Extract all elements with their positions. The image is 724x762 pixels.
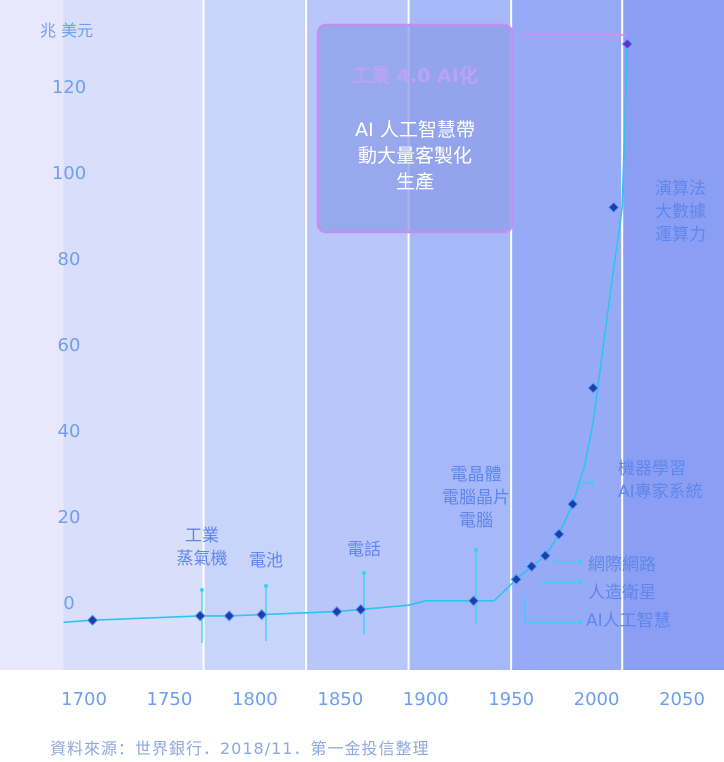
era-band	[0, 0, 64, 670]
leader-dot	[578, 620, 582, 624]
x-axis-ticks: 1700 1750 1800 1850 1900 1950 2000 2050	[61, 689, 705, 710]
leader-dot	[578, 580, 582, 584]
x-tick-label: 2000	[574, 689, 620, 710]
data-marker	[525, 560, 538, 573]
annotation-label: 網際網路	[588, 555, 656, 575]
x-tick-label: 1700	[61, 689, 107, 710]
gdp-series	[63, 43, 629, 624]
annotation-leader	[524, 597, 580, 623]
source-note: 資料來源：世界銀行．2018/11．第一金投信整理	[50, 739, 429, 758]
era-band	[203, 0, 307, 670]
y-tick-label: 60	[58, 335, 81, 356]
annotation-label: 電腦晶片	[442, 488, 510, 508]
annotation-label: AI專家系統	[618, 482, 703, 502]
era-band	[511, 0, 623, 670]
data-marker	[553, 528, 565, 540]
highlight-line-2: 動大量客製化	[358, 145, 472, 167]
data-marker	[587, 382, 599, 394]
data-marker	[539, 549, 552, 562]
x-tick-label: 1850	[317, 689, 363, 710]
era-band	[622, 0, 724, 670]
y-axis-ticks: 0 20 40 60 80 100 120	[52, 77, 86, 614]
annotation-label: 大數據	[655, 202, 706, 222]
highlight-box-frame	[316, 23, 514, 234]
data-marker	[331, 605, 343, 618]
data-marker	[566, 498, 579, 510]
x-tick-label: 1750	[147, 689, 193, 710]
x-tick-label: 2050	[659, 689, 705, 710]
leader-dot	[264, 584, 268, 588]
data-marker	[355, 603, 367, 616]
x-tick-label: 1900	[403, 689, 449, 710]
data-marker	[510, 573, 522, 586]
data-marker	[255, 608, 268, 621]
leader-dot	[362, 571, 366, 575]
data-marker	[607, 201, 620, 214]
annotation-label: AI人工智慧	[586, 611, 671, 631]
highlight-title: 工業 4.0 AI化	[352, 64, 478, 87]
annotation-label: 電晶體	[451, 465, 502, 485]
leader-dot	[578, 560, 582, 564]
data-marker	[86, 614, 99, 626]
y-tick-label: 0	[63, 593, 74, 614]
annotation-label: 演算法	[655, 179, 706, 199]
annotation-label: 電腦	[459, 511, 493, 531]
era-band	[63, 0, 204, 670]
data-marker	[467, 595, 480, 607]
highlight-line-1: AI 人工智慧帶	[355, 119, 475, 141]
annotation-label: 人造衛星	[588, 583, 656, 603]
annotation-label: 運算力	[655, 225, 706, 245]
annotation-label: 蒸氣機	[177, 549, 228, 569]
y-tick-label: 80	[58, 249, 81, 270]
leader-dot	[200, 588, 204, 592]
data-marker	[194, 610, 206, 622]
y-tick-label: 100	[52, 163, 86, 184]
annotation-label: 工業	[185, 526, 219, 546]
data-markers	[86, 38, 634, 626]
unit-label: 兆 美元	[40, 21, 93, 40]
annotation-label: 電池	[249, 551, 283, 571]
x-tick-label: 1950	[488, 689, 534, 710]
annotation-label: 電話	[347, 540, 381, 560]
annotation-label: 機器學習	[618, 459, 686, 479]
x-tick-label: 1800	[232, 689, 278, 710]
data-marker	[621, 38, 634, 50]
highlight-line-3: 生產	[396, 171, 434, 193]
y-tick-label: 40	[58, 421, 81, 442]
highlight-box: 工業 4.0 AI化 AI 人工智慧帶 動大量客製化 生產	[316, 23, 514, 234]
leader-dot	[590, 481, 594, 485]
y-tick-label: 20	[58, 507, 81, 528]
y-tick-label: 120	[52, 77, 86, 98]
data-marker	[223, 610, 235, 622]
leader-dot	[474, 548, 478, 552]
series-line	[63, 43, 629, 624]
